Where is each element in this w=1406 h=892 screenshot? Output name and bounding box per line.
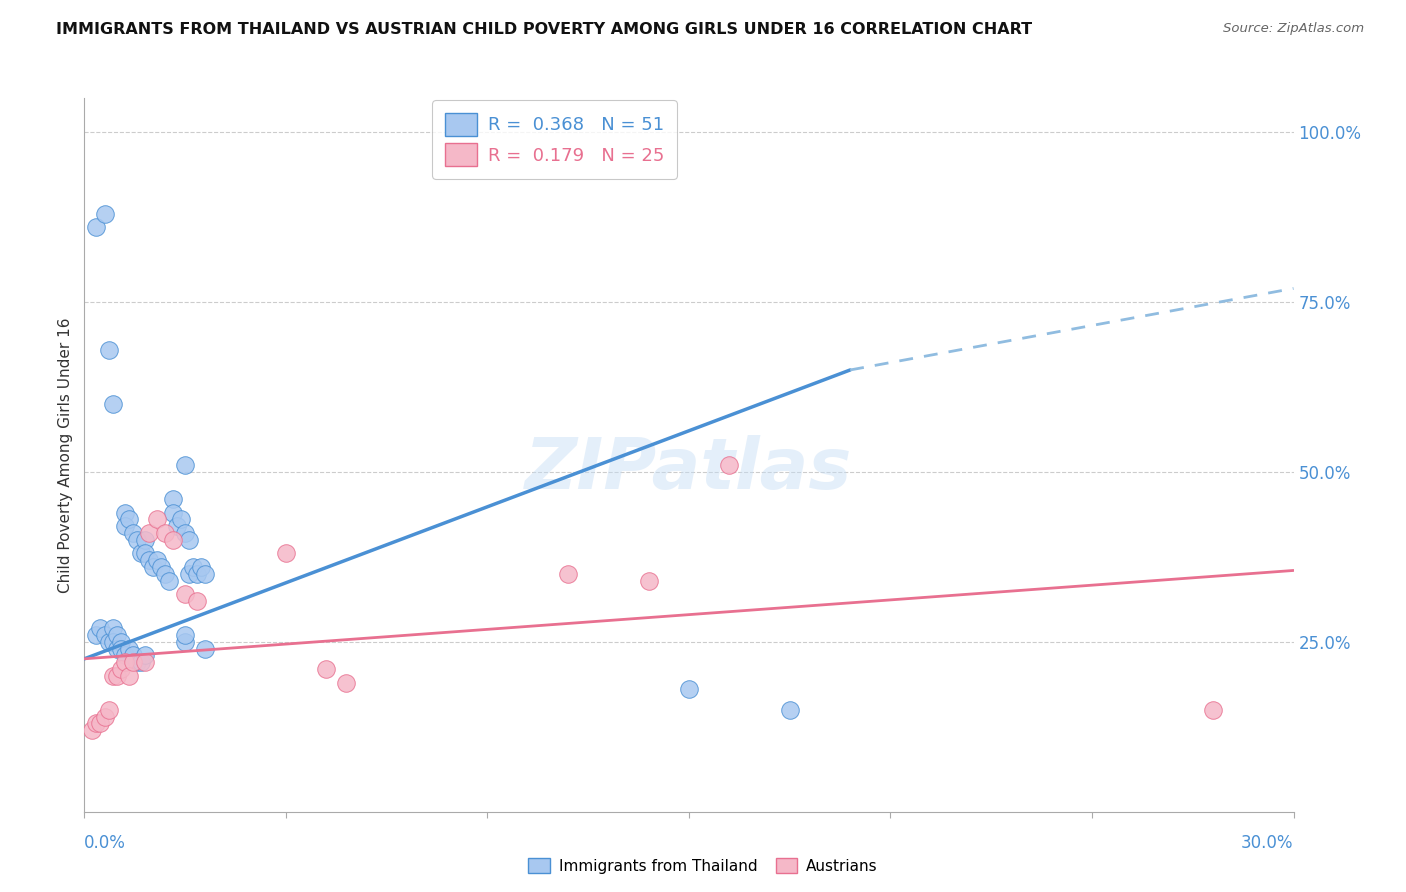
Text: ZIPatlas: ZIPatlas — [526, 434, 852, 504]
Point — [170, 512, 193, 526]
Point — [134, 655, 156, 669]
Text: 0.0%: 0.0% — [84, 834, 127, 852]
Point — [779, 703, 801, 717]
Point — [105, 641, 128, 656]
Text: IMMIGRANTS FROM THAILAND VS AUSTRIAN CHILD POVERTY AMONG GIRLS UNDER 16 CORRELAT: IMMIGRANTS FROM THAILAND VS AUSTRIAN CHI… — [56, 22, 1032, 37]
Point — [101, 397, 124, 411]
Point — [86, 716, 108, 731]
Point — [186, 566, 208, 581]
Point — [146, 512, 169, 526]
Point — [134, 648, 156, 663]
Point — [129, 546, 152, 560]
Point — [153, 566, 176, 581]
Point — [110, 641, 132, 656]
Point — [82, 723, 104, 738]
Point — [114, 655, 136, 669]
Point — [678, 682, 700, 697]
Point — [105, 669, 128, 683]
Point — [138, 526, 160, 541]
Point — [274, 546, 297, 560]
Point — [110, 662, 132, 676]
Point — [129, 655, 152, 669]
Point — [1202, 703, 1225, 717]
Point — [121, 655, 143, 669]
Point — [118, 669, 141, 683]
Point — [174, 635, 197, 649]
Point — [105, 628, 128, 642]
Point — [86, 628, 108, 642]
Legend: Immigrants from Thailand, Austrians: Immigrants from Thailand, Austrians — [522, 852, 884, 880]
Point — [134, 546, 156, 560]
Point — [335, 675, 357, 690]
Point — [89, 621, 111, 635]
Point — [174, 458, 197, 472]
Point — [157, 574, 180, 588]
Point — [101, 669, 124, 683]
Point — [138, 553, 160, 567]
Point — [194, 566, 217, 581]
Point — [186, 594, 208, 608]
Point — [118, 641, 141, 656]
Point — [110, 635, 132, 649]
Point — [190, 560, 212, 574]
Point — [637, 574, 659, 588]
Point — [121, 648, 143, 663]
Point — [134, 533, 156, 547]
Point — [179, 533, 201, 547]
Point — [93, 207, 115, 221]
Point — [93, 709, 115, 723]
Text: Source: ZipAtlas.com: Source: ZipAtlas.com — [1223, 22, 1364, 36]
Point — [114, 648, 136, 663]
Point — [97, 343, 120, 357]
Text: 30.0%: 30.0% — [1241, 834, 1294, 852]
Point — [162, 492, 184, 507]
Legend: R =  0.368   N = 51, R =  0.179   N = 25: R = 0.368 N = 51, R = 0.179 N = 25 — [432, 100, 676, 179]
Point — [125, 533, 148, 547]
Point — [162, 533, 184, 547]
Point — [114, 506, 136, 520]
Point — [89, 716, 111, 731]
Point — [114, 519, 136, 533]
Point — [86, 220, 108, 235]
Point — [121, 526, 143, 541]
Point — [97, 635, 120, 649]
Point — [97, 703, 120, 717]
Point — [146, 553, 169, 567]
Point — [174, 587, 197, 601]
Point — [101, 621, 124, 635]
Point — [174, 628, 197, 642]
Point — [718, 458, 741, 472]
Point — [101, 635, 124, 649]
Point — [181, 560, 204, 574]
Point — [93, 628, 115, 642]
Point — [142, 560, 165, 574]
Point — [557, 566, 579, 581]
Point — [174, 526, 197, 541]
Point — [125, 655, 148, 669]
Point — [149, 560, 172, 574]
Point — [179, 566, 201, 581]
Point — [315, 662, 337, 676]
Point — [162, 506, 184, 520]
Point — [194, 641, 217, 656]
Y-axis label: Child Poverty Among Girls Under 16: Child Poverty Among Girls Under 16 — [58, 318, 73, 592]
Point — [153, 526, 176, 541]
Point — [166, 519, 188, 533]
Point — [118, 512, 141, 526]
